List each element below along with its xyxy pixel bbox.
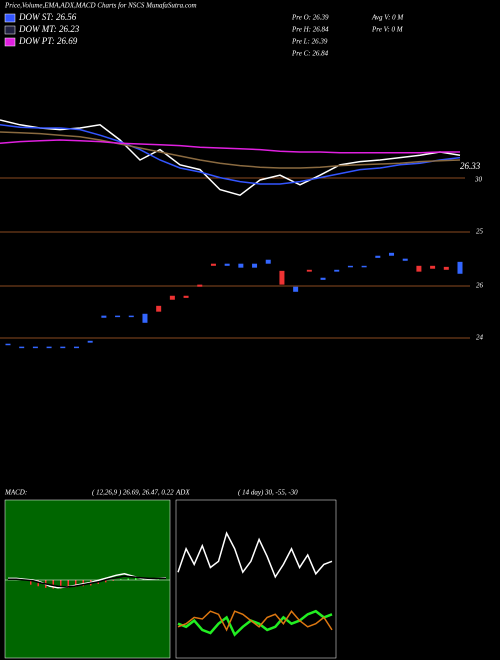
macd-params: ( 12,26,9 ) 26.69, 26.47, 0.22: [92, 489, 174, 497]
stat: Pre H: 26.84: [291, 26, 329, 34]
histogram-bar: [105, 580, 107, 583]
candle: [389, 252, 395, 256]
candle: [197, 284, 203, 287]
histogram-bar: [112, 580, 114, 581]
line: [0, 131, 461, 169]
candle: [142, 313, 148, 323]
stat: Avg V: 0 M: [371, 14, 404, 22]
candle: [457, 261, 463, 274]
candle: [156, 305, 162, 312]
candle: [183, 295, 189, 298]
stat: Pre L: 26.39: [291, 38, 328, 46]
line: [0, 119, 461, 197]
line: [0, 139, 460, 154]
chart-title: Price,Volume,EMA,ADX,MACD Charts for NSC…: [4, 2, 197, 10]
candle: [19, 346, 25, 349]
candle: [5, 343, 11, 346]
histogram-bar: [157, 579, 159, 580]
line: [177, 609, 333, 632]
histogram-bar: [67, 580, 69, 588]
candle: [375, 255, 381, 258]
candle: [416, 265, 422, 272]
candle: [293, 286, 299, 292]
histogram-bar: [60, 580, 62, 589]
histogram-bar: [75, 580, 77, 588]
stat: Pre O: 26.39: [291, 14, 329, 22]
candle: [252, 263, 258, 268]
candle: [32, 346, 38, 349]
legend-swatch: [4, 13, 16, 23]
candle: [210, 263, 216, 266]
histogram-bar: [52, 580, 54, 589]
histogram-bar: [30, 580, 32, 585]
candle: [46, 346, 52, 349]
price-label: 30: [474, 176, 483, 184]
candle: [169, 295, 175, 300]
histogram-bar: [127, 578, 129, 580]
adx-panel: [175, 499, 337, 659]
legend-label: DOW MT: 26.23: [18, 24, 80, 34]
adx-title: ADX: [175, 489, 190, 497]
histogram-bar: [135, 577, 137, 580]
candle: [128, 315, 134, 318]
candle: [101, 315, 107, 318]
candle: [265, 259, 271, 264]
legend-swatch: [4, 25, 16, 35]
candle: [87, 340, 93, 343]
candle: [361, 265, 367, 268]
price-label: 26: [476, 282, 484, 290]
line: [0, 124, 461, 185]
line: [177, 609, 333, 637]
legend-label: DOW ST: 26.56: [18, 12, 77, 22]
candle: [279, 270, 285, 285]
candle: [430, 265, 436, 269]
candle: [347, 265, 353, 268]
candle: [60, 346, 66, 349]
macd-title: MACD:: [4, 489, 27, 497]
candle: [443, 266, 449, 270]
adx-params: ( 14 day) 30, -55, -30: [238, 489, 298, 497]
price-label: 26.33: [460, 161, 481, 171]
stat: Pre V: 0 M: [371, 26, 404, 34]
price-label: 25: [476, 228, 484, 236]
line: [177, 531, 333, 579]
candle: [320, 277, 326, 280]
legend-label: DOW PT: 26.69: [18, 36, 78, 46]
legend-swatch: [4, 37, 16, 47]
candle: [238, 263, 244, 268]
histogram-bar: [37, 580, 39, 587]
candle: [224, 263, 230, 266]
candle: [402, 258, 408, 261]
histogram-bar: [120, 579, 122, 580]
price-label: 24: [476, 334, 484, 342]
candle: [115, 315, 121, 318]
stat: Pre C: 26.84: [291, 50, 329, 58]
line: [8, 575, 166, 588]
candle: [73, 346, 79, 349]
candle: [306, 269, 312, 272]
candle: [334, 269, 340, 272]
